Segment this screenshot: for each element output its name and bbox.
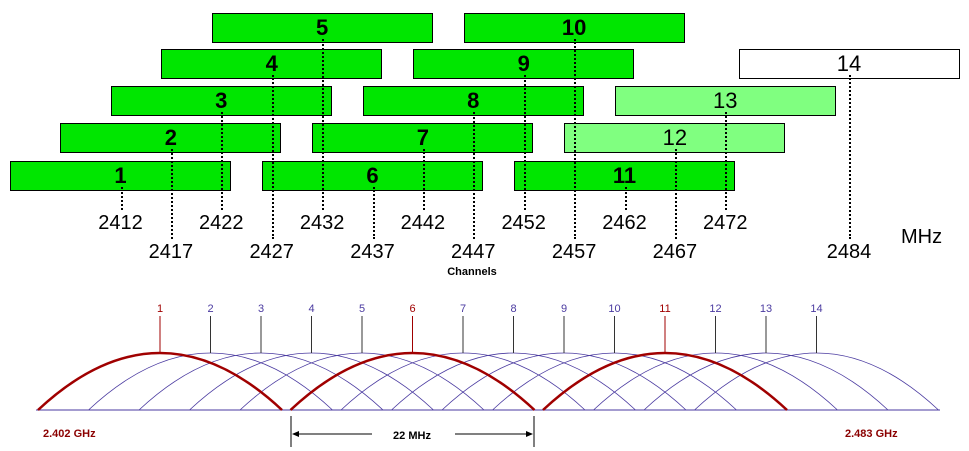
channel-center-line-9: [523, 75, 526, 210]
channel-number-2: 2: [207, 303, 213, 315]
channel-center-line-14: [849, 75, 851, 239]
channel-number-3: 3: [258, 303, 264, 315]
frequency-label-14: 2484: [826, 241, 872, 263]
channel-center-line-6: [372, 187, 375, 239]
channel-arc-4: [189, 352, 434, 411]
channel-block-13: 13: [614, 86, 836, 116]
channel-block-7: 7: [312, 123, 534, 153]
channel-number-12: 12: [709, 303, 721, 315]
channel-center-line-11: [624, 187, 627, 210]
end-frequency-label: 2.483 GHz: [845, 428, 898, 440]
channel-arc-8: [391, 352, 636, 411]
start-frequency-label: 2.402 GHz: [43, 428, 96, 440]
channel-center-line-8: [473, 112, 476, 239]
frequency-label-3: 2422: [199, 212, 244, 234]
channel-center-line-10: [574, 39, 577, 239]
frequency-label-12: 2467: [652, 241, 698, 263]
channel-number-6: 6: [409, 303, 415, 315]
unit-label: MHz: [901, 226, 943, 248]
channel-number-8: 8: [510, 303, 516, 315]
frequency-label-11: 2462: [602, 212, 647, 234]
channel-arc-6: [289, 351, 536, 411]
channel-center-line-3: [221, 112, 224, 210]
frequency-label-9: 2452: [501, 212, 546, 234]
channel-center-line-1: [120, 187, 123, 210]
channel-arc-11: [542, 351, 788, 411]
channel-block-10: 10: [463, 13, 685, 43]
frequency-label-8: 2447: [451, 241, 496, 263]
frequency-label-4: 2427: [249, 241, 294, 263]
channel-number-4: 4: [308, 303, 314, 315]
channel-number-5: 5: [359, 303, 365, 315]
channel-number-1: 1: [157, 303, 163, 315]
frequency-label-5: 2432: [299, 212, 345, 234]
channel-center-line-7: [422, 149, 425, 210]
channel-block-6: 6: [262, 161, 483, 191]
channel-arc-1: [37, 351, 283, 411]
channel-arc-14: [694, 352, 939, 411]
channel-block-3: 3: [110, 86, 332, 116]
channel-center-line-12: [674, 149, 677, 239]
channel-block-5: 5: [211, 13, 433, 43]
frequency-label-7: 2442: [400, 212, 446, 234]
channel-number-7: 7: [460, 303, 466, 315]
channel-block-11: 11: [514, 161, 735, 191]
channel-number-10: 10: [608, 303, 620, 315]
channel-arc-13: [643, 352, 889, 411]
frequency-label-10: 2457: [551, 241, 597, 263]
frequency-label-1: 2412: [98, 212, 143, 234]
channel-number-14: 14: [810, 303, 822, 315]
frequency-label-13: 2472: [703, 212, 748, 234]
channel-center-line-5: [322, 39, 325, 210]
channel-block-1: 1: [10, 161, 231, 191]
frequency-label-6: 2437: [350, 241, 395, 263]
channel-number-11: 11: [659, 303, 670, 315]
channel-center-line-13: [725, 112, 728, 210]
channel-number-13: 13: [760, 303, 772, 315]
channel-number-9: 9: [561, 303, 567, 315]
bandwidth-arrowhead-right: [526, 431, 533, 437]
channel-center-line-2: [170, 149, 173, 239]
frequency-label-2: 2417: [148, 241, 194, 263]
channel-block-14: 14: [738, 49, 960, 79]
channel-arc-9: [441, 352, 687, 411]
channel-center-line-4: [271, 75, 274, 239]
channels-caption: Channels: [447, 266, 497, 278]
channel-arc-3: [138, 352, 384, 411]
bandwidth-arrowhead-left: [292, 431, 299, 437]
bandwidth-label: 22 MHz: [393, 430, 431, 442]
